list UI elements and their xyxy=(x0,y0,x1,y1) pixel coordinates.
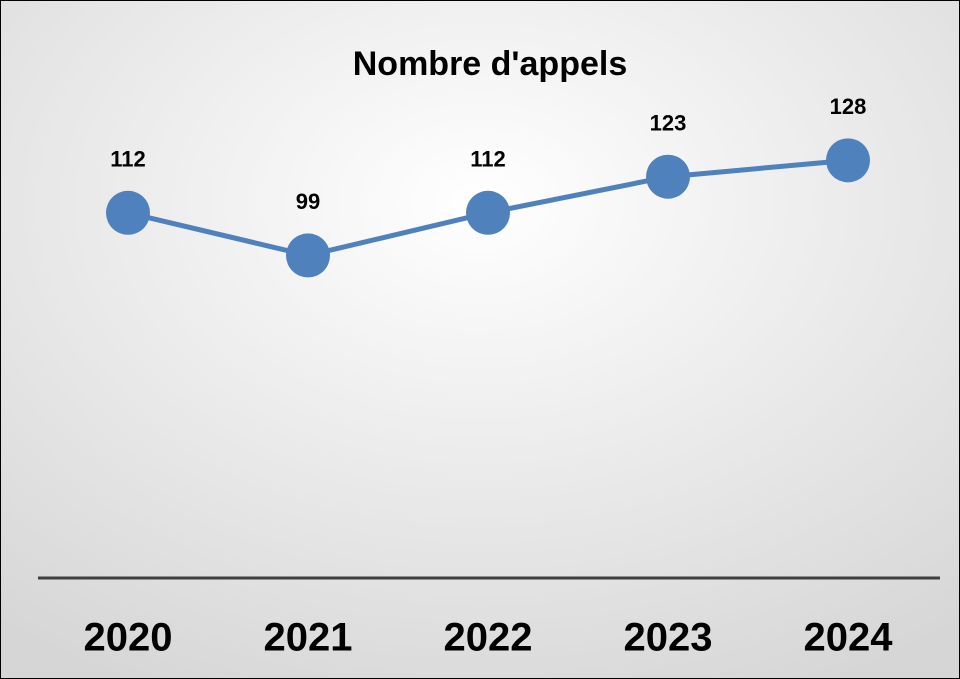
marker xyxy=(466,190,510,235)
data-label: 112 xyxy=(110,147,146,172)
x-tick-label: 2022 xyxy=(444,616,533,660)
marker xyxy=(646,154,690,199)
data-label: 99 xyxy=(296,189,320,214)
marker xyxy=(286,233,330,278)
data-label: 112 xyxy=(470,147,506,172)
marker xyxy=(826,138,870,183)
data-label: 123 xyxy=(650,111,687,136)
marker xyxy=(106,190,150,235)
x-tick-label: 2024 xyxy=(804,616,894,660)
x-tick-label: 2021 xyxy=(264,616,353,660)
x-tick-label: 2023 xyxy=(624,616,713,660)
data-label: 128 xyxy=(830,94,867,119)
chart-title: Nombre d'appels xyxy=(353,45,627,83)
x-tick-label: 2020 xyxy=(84,616,173,660)
